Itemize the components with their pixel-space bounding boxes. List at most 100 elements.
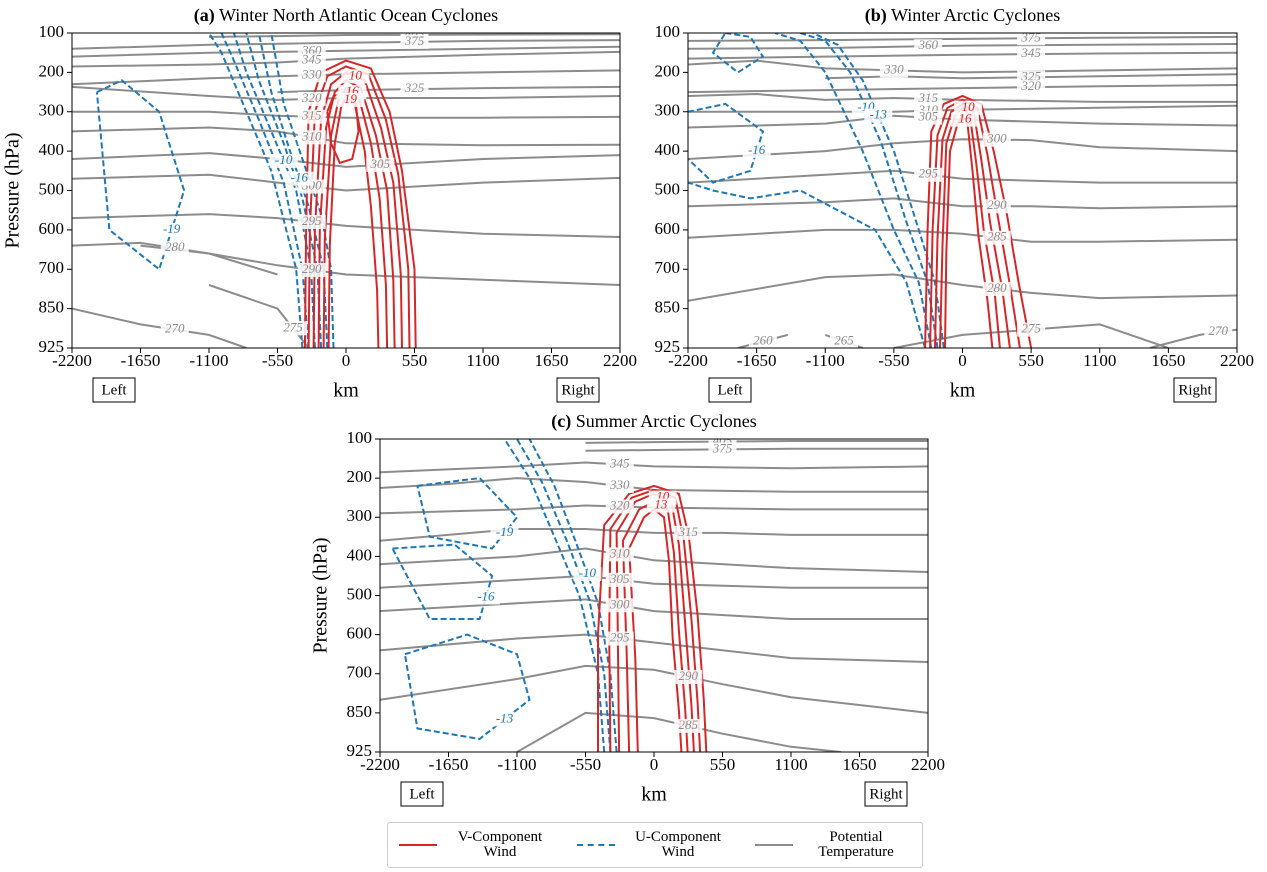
contour-label: 10 bbox=[349, 67, 363, 82]
contour-line bbox=[403, 633, 531, 741]
x-tick-label: 1100 bbox=[1083, 351, 1116, 370]
x-annotation: Right bbox=[1178, 382, 1212, 398]
contour-line bbox=[688, 35, 1237, 42]
contour-line bbox=[688, 51, 1237, 60]
contour-line bbox=[208, 33, 620, 38]
contour-label-bg bbox=[914, 91, 943, 106]
contour-label: 315 bbox=[917, 90, 938, 105]
panel-title: Winter Arctic Cyclones bbox=[891, 5, 1060, 25]
contour-line bbox=[208, 284, 310, 348]
contour-label: -10 bbox=[579, 565, 597, 580]
x-tick-label: 1650 bbox=[1151, 351, 1185, 370]
x-tick-label: -1650 bbox=[121, 351, 161, 370]
y-tick-label: 500 bbox=[655, 179, 681, 198]
contour-line bbox=[380, 528, 928, 542]
contour-label-bg bbox=[605, 598, 634, 613]
contour-label-bg bbox=[982, 132, 1011, 147]
contour-label: 295 bbox=[918, 166, 938, 181]
contour-line bbox=[503, 439, 606, 752]
contour-line bbox=[72, 39, 620, 50]
contour-label-bg bbox=[400, 82, 429, 97]
contour-label: 375 bbox=[404, 33, 425, 48]
contour-label-bg bbox=[605, 478, 634, 493]
contour-label-bg bbox=[914, 39, 943, 54]
contour-label-bg bbox=[646, 498, 675, 513]
contour-label-bg bbox=[471, 590, 500, 605]
legend-entry: U-Component Wind bbox=[577, 830, 733, 860]
y-tick-label: 850 bbox=[347, 702, 373, 721]
contour-line bbox=[72, 213, 620, 238]
legend-swatch bbox=[399, 844, 437, 846]
contour-label: 300 bbox=[986, 131, 1007, 146]
contour-line bbox=[585, 447, 928, 452]
x-tick-label: 2200 bbox=[1220, 351, 1254, 370]
contour-label-bg bbox=[573, 566, 602, 581]
legend: V-Component Wind U-Component Wind Potentia… bbox=[387, 822, 923, 868]
contour-label: 315 bbox=[301, 108, 322, 123]
contour-label: 16 bbox=[958, 111, 972, 126]
contour-label: 280 bbox=[165, 239, 185, 254]
contour-label: 295 bbox=[610, 630, 630, 645]
contour-label-bg bbox=[605, 547, 634, 562]
contour-line bbox=[380, 477, 928, 493]
contour-label: 290 bbox=[987, 197, 1007, 212]
contour-label: 320 bbox=[1020, 78, 1041, 93]
contour-line bbox=[380, 461, 928, 474]
contour-label-bg bbox=[954, 100, 983, 115]
contour-label-bg bbox=[914, 167, 943, 182]
contour-label-bg bbox=[674, 525, 703, 540]
contour-line bbox=[688, 138, 1237, 160]
contour-label: 285 bbox=[987, 229, 1007, 244]
x-axis-label: km bbox=[641, 784, 667, 806]
contour-label-bg bbox=[160, 322, 189, 337]
y-tick-label: 100 bbox=[655, 22, 681, 41]
contour-line bbox=[688, 59, 1237, 74]
contour-label-bg bbox=[297, 262, 326, 277]
contour-line bbox=[688, 169, 1237, 184]
contour-line bbox=[528, 439, 618, 752]
contour-label: 260 bbox=[753, 332, 773, 347]
contour-label-bg bbox=[864, 108, 893, 123]
contour-label: 325 bbox=[404, 80, 425, 95]
contour-label: 280 bbox=[987, 280, 1007, 295]
contour-label: 295 bbox=[302, 213, 322, 228]
legend-label: V-Component Wind bbox=[457, 829, 543, 860]
annotation-box bbox=[92, 377, 136, 403]
contour-label-bg bbox=[297, 68, 326, 83]
contour-label-bg bbox=[160, 241, 189, 256]
contour-label: -19 bbox=[163, 221, 181, 236]
contour-label-bg bbox=[708, 442, 737, 457]
contour-line bbox=[688, 92, 1237, 103]
contour-label: 305 bbox=[609, 571, 630, 586]
panel: (b) Winter Arctic Cyclones 375 360 345 330 32… bbox=[655, 5, 1254, 403]
contour-label: 265 bbox=[834, 332, 854, 347]
y-tick-label: 100 bbox=[39, 22, 65, 41]
x-tick-label: 1650 bbox=[535, 351, 569, 370]
contour-label-bg bbox=[400, 34, 429, 49]
contour-label-bg bbox=[742, 144, 771, 159]
x-tick-label: -550 bbox=[262, 351, 293, 370]
contour-line bbox=[380, 574, 928, 589]
contour-label-bg bbox=[982, 199, 1011, 214]
contour-label: 345 bbox=[1020, 45, 1041, 60]
contour-line bbox=[72, 45, 620, 58]
x-tick-label: 2200 bbox=[911, 755, 945, 774]
annotation-box bbox=[556, 377, 600, 403]
x-tick-label: -1100 bbox=[806, 351, 845, 370]
contour-line bbox=[95, 79, 186, 271]
contour-label: 13 bbox=[654, 496, 668, 511]
contour-label: 10 bbox=[962, 99, 976, 114]
contour-label: 270 bbox=[165, 321, 185, 336]
contour-label-bg bbox=[1204, 325, 1233, 340]
x-tick-label: -1650 bbox=[737, 351, 777, 370]
legend-label: U-Component Wind bbox=[635, 829, 721, 860]
contour-label-bg bbox=[279, 321, 308, 336]
plot-frame bbox=[687, 32, 1238, 349]
contour-line bbox=[688, 102, 765, 184]
x-tick-label: -1100 bbox=[497, 755, 536, 774]
contour-line bbox=[688, 181, 927, 348]
contour-label-bg bbox=[605, 572, 634, 587]
contour-label-bg bbox=[297, 91, 326, 106]
plot-area: 405375345330320315310305300295290285-10-… bbox=[380, 439, 928, 752]
